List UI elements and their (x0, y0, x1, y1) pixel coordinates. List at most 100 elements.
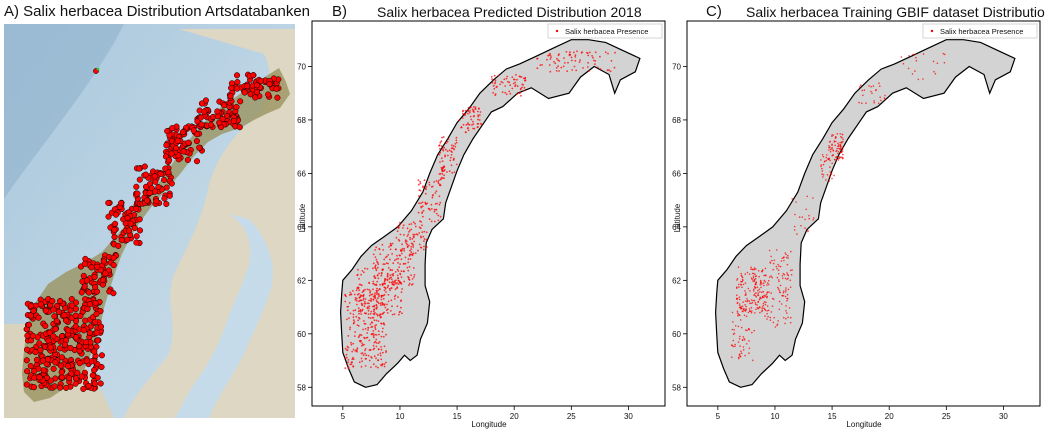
presence-point (786, 278, 788, 281)
presence-point (380, 294, 383, 297)
presence-point (373, 355, 376, 358)
presence-point (389, 277, 392, 279)
presence-point (371, 325, 374, 328)
presence-point (382, 249, 385, 251)
presence-point (752, 299, 754, 302)
presence-point (763, 284, 765, 287)
presence-point (422, 186, 424, 189)
presence-point (786, 272, 788, 274)
occurrence-point (72, 380, 79, 387)
y-tick-label: 70 (672, 62, 681, 71)
presence-point (506, 75, 509, 78)
presence-point (777, 269, 780, 271)
presence-point (358, 340, 361, 342)
presence-point (756, 304, 758, 306)
presence-point (445, 148, 447, 151)
presence-point (569, 51, 571, 54)
presence-point (467, 106, 470, 109)
presence-point (409, 238, 412, 241)
presence-point (383, 279, 386, 282)
presence-point (391, 253, 393, 255)
presence-point (480, 122, 482, 125)
presence-point (361, 308, 364, 311)
presence-point (353, 335, 356, 337)
y-tick-label: 62 (672, 276, 681, 285)
presence-point (753, 268, 756, 271)
presence-point (763, 294, 765, 297)
presence-point (786, 263, 789, 266)
presence-point (467, 127, 469, 129)
presence-point (828, 180, 830, 182)
x-axis-label: Longitude (846, 420, 882, 429)
presence-point (365, 336, 368, 339)
presence-point (346, 364, 349, 366)
presence-point (820, 164, 822, 166)
occurrence-point (57, 362, 64, 369)
presence-point (737, 356, 740, 359)
presence-point (393, 283, 395, 285)
presence-point (425, 238, 428, 241)
presence-point (410, 223, 413, 225)
presence-point (431, 194, 434, 197)
presence-point (383, 263, 386, 266)
presence-point (379, 283, 381, 286)
presence-point (365, 354, 368, 357)
presence-point (476, 123, 479, 125)
legend-label: Salix herbacea Presence (565, 27, 648, 36)
occurrence-point (257, 77, 264, 84)
presence-point (767, 309, 770, 312)
presence-point (389, 248, 392, 251)
presence-point (571, 59, 573, 62)
presence-point (360, 284, 363, 287)
presence-point (370, 356, 373, 359)
presence-point (375, 342, 378, 344)
presence-point (412, 233, 415, 236)
presence-point (452, 144, 455, 147)
presence-point (587, 66, 589, 68)
presence-point (372, 332, 375, 335)
presence-point (750, 311, 753, 314)
presence-point (368, 299, 370, 302)
presence-point (359, 296, 361, 299)
presence-point (399, 223, 401, 226)
presence-point (587, 54, 590, 57)
presence-point (376, 261, 379, 264)
occurrence-point (23, 357, 30, 364)
presence-point (804, 218, 806, 221)
presence-point (562, 65, 565, 68)
occurrence-point (80, 385, 87, 392)
presence-point (775, 265, 778, 268)
presence-point (836, 147, 838, 150)
presence-point (380, 274, 383, 277)
occurrence-point (133, 183, 140, 190)
presence-point (787, 316, 789, 319)
presence-point (375, 319, 378, 322)
presence-point (877, 102, 880, 105)
presence-point (362, 297, 365, 300)
presence-point (734, 325, 737, 327)
presence-point (758, 288, 761, 291)
presence-point (359, 294, 362, 297)
presence-point (768, 291, 770, 293)
presence-point (731, 344, 734, 347)
x-tick-label: 15 (828, 412, 837, 421)
presence-point (377, 289, 380, 292)
presence-point (764, 308, 766, 311)
presence-point (344, 357, 347, 359)
presence-point (837, 150, 840, 153)
occurrence-point (112, 220, 119, 227)
presence-point (838, 147, 840, 150)
presence-point (434, 192, 437, 194)
presence-point (388, 287, 391, 290)
occurrence-point (91, 273, 98, 281)
presence-point (840, 142, 843, 144)
presence-point (382, 327, 384, 330)
presence-point (438, 195, 441, 198)
presence-point (379, 354, 382, 357)
presence-point (791, 198, 793, 200)
presence-point (868, 85, 870, 87)
presence-point (378, 341, 381, 343)
presence-point (362, 328, 364, 331)
presence-point (514, 85, 516, 88)
presence-point (829, 140, 831, 143)
